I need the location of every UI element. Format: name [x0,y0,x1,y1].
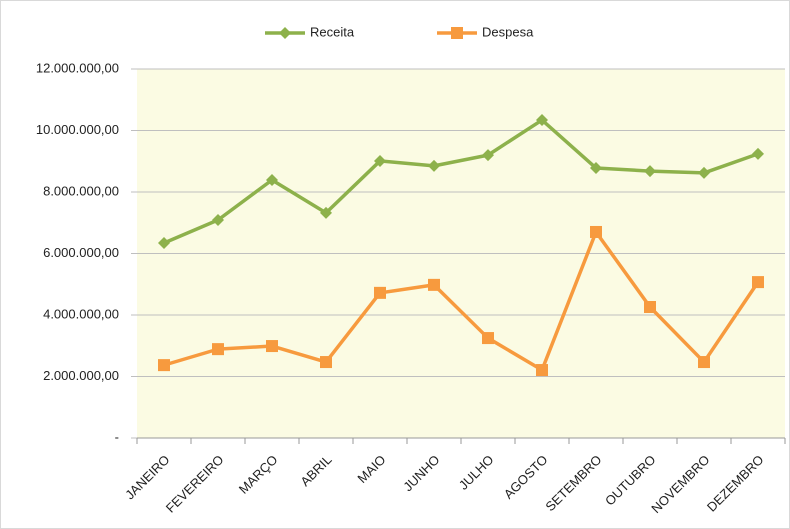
y-tick-label: 12.000.000,00 [36,60,119,75]
legend-label: Receita [310,24,355,39]
marker [374,286,386,299]
y-tick-label: 6.000.000,00 [43,245,119,260]
marker [374,154,386,167]
y-tick-label: 2.000.000,00 [43,368,119,383]
marker [320,206,332,219]
marker [482,149,494,162]
marker [752,276,764,289]
marker [536,114,548,127]
marker [158,237,170,250]
y-tick-label: 10.000.000,00 [36,122,119,137]
marker [428,278,440,291]
legend-marker [279,27,291,39]
marker [212,213,224,226]
legend-marker [451,27,463,39]
series-line [163,230,760,372]
marker [698,166,710,179]
marker [590,162,602,175]
marker [320,356,332,369]
marker [644,301,656,314]
marker [158,359,170,372]
marker [428,159,440,172]
series-line [163,118,759,245]
marker [698,356,710,369]
y-tick-label: - [115,429,119,444]
legend-label: Despesa [482,24,534,39]
marker [590,225,602,238]
marker [752,147,764,160]
marker [536,364,548,377]
marker [644,165,656,178]
y-tick-label: 4.000.000,00 [43,306,119,321]
y-tick-label: 8.000.000,00 [43,183,119,198]
marker [266,174,278,187]
marker [212,343,224,356]
marker [266,340,278,353]
marker [482,332,494,345]
